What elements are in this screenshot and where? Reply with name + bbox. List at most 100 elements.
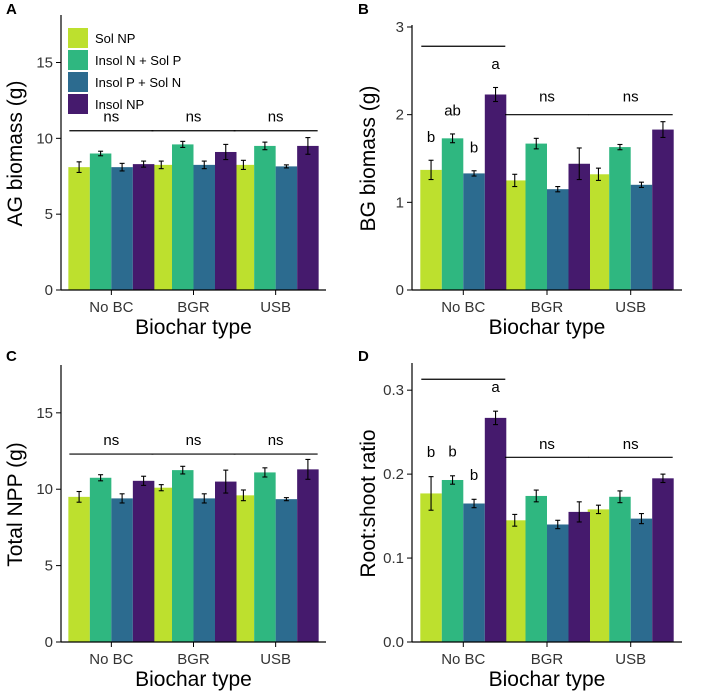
- bar-letter: ab: [444, 103, 461, 120]
- bar-no-bc-3: [132, 480, 155, 642]
- y-tick-label: 1: [396, 194, 404, 211]
- x-axis-title: Biochar type: [135, 316, 252, 339]
- bar-bgr-1: [172, 144, 194, 290]
- bar-no-bc-0: [68, 496, 90, 642]
- bar-no-bc-1: [441, 479, 464, 642]
- bar-usb-0: [587, 509, 610, 642]
- panel-label: C: [6, 348, 17, 365]
- y-tick-label: 0: [45, 634, 53, 651]
- bar-bgr-0: [504, 180, 526, 290]
- y-axis-title: Root:shoot ratio: [357, 429, 380, 577]
- bar-letter: b: [427, 444, 435, 461]
- bar-bgr-2: [193, 164, 215, 290]
- y-tick-label: 5: [45, 558, 53, 575]
- y-tick-label: 10: [36, 481, 53, 498]
- legend-swatch: [68, 72, 88, 92]
- bar-usb-3: [297, 145, 319, 290]
- x-tick-label: BGR: [531, 651, 564, 668]
- x-tick-label: USB: [260, 651, 291, 668]
- bar-letter: b: [470, 467, 478, 484]
- bar-bgr-0: [150, 487, 172, 642]
- bar-usb-3: [297, 469, 319, 642]
- bar-no-bc-3: [484, 94, 507, 291]
- bar-usb-0: [232, 495, 255, 642]
- legend-swatch: [68, 50, 88, 70]
- bar-usb-1: [254, 472, 276, 642]
- y-tick-label: 15: [36, 405, 53, 422]
- bar-bgr-1: [525, 143, 547, 290]
- bar-bgr-3: [568, 163, 590, 290]
- x-tick-label: No BC: [89, 651, 133, 668]
- panel-c: C 0 5 10 15 No BC BGR USB Biochar type Total NPP …: [4, 348, 326, 691]
- bar-no-bc-2: [463, 503, 485, 642]
- legend-swatch: [68, 28, 88, 48]
- y-tick-label: 2: [396, 107, 404, 124]
- bar-bgr-2: [547, 524, 569, 642]
- significance-label: ns: [186, 432, 202, 449]
- y-tick-label: 0.2: [383, 466, 404, 483]
- bar-bgr-3: [215, 481, 237, 642]
- bar-bgr-2: [547, 189, 569, 290]
- y-tick-label: 0.0: [383, 634, 404, 651]
- bar-no-bc-2: [111, 498, 133, 642]
- x-axis-title: Biochar type: [489, 316, 606, 339]
- bar-letter: a: [491, 56, 500, 73]
- y-tick-label: 3: [396, 19, 404, 36]
- significance-label: ns: [103, 432, 119, 449]
- bar-usb-0: [232, 164, 255, 290]
- bar-no-bc-1: [89, 153, 112, 290]
- panel-b: B 0 1 2 3 No BC BGR USB Biochar type BG biomass (…: [357, 1, 682, 339]
- legend: Sol NP Insol N + Sol P Insol P + Sol N Inso…: [68, 28, 181, 114]
- x-axis-title: Biochar type: [489, 668, 606, 691]
- bar-usb-2: [630, 184, 653, 290]
- bar-usb-3: [652, 478, 674, 642]
- bar-letter: a: [491, 379, 500, 396]
- y-tick-label: 0: [45, 282, 53, 299]
- bar-usb-2: [275, 499, 298, 642]
- bar-usb-0: [587, 174, 610, 290]
- bar-no-bc-2: [111, 167, 133, 290]
- y-axis-title: AG biomass (g): [4, 81, 27, 227]
- bar-no-bc-0: [420, 493, 442, 642]
- significance-label: ns: [623, 89, 639, 106]
- bar-letter: b: [448, 443, 456, 460]
- y-tick-label: 5: [45, 206, 53, 223]
- legend-label: Sol NP: [95, 31, 135, 46]
- bar-usb-3: [652, 129, 674, 290]
- bar-no-bc-2: [463, 173, 485, 290]
- legend-label: Insol P + Sol N: [95, 75, 181, 90]
- significance-label: ns: [103, 109, 119, 126]
- significance-label: ns: [268, 109, 284, 126]
- bar-bgr-1: [525, 495, 547, 642]
- bar-no-bc-0: [420, 169, 442, 290]
- panel-label: B: [358, 1, 369, 18]
- bar-letter: b: [427, 129, 435, 146]
- x-axis-title: Biochar type: [135, 668, 252, 691]
- bar-letter: b: [470, 139, 478, 156]
- y-tick-label: 15: [36, 55, 53, 72]
- significance-label: ns: [268, 432, 284, 449]
- y-tick-label: 0.3: [383, 382, 404, 399]
- panel-label: A: [6, 1, 17, 18]
- bar-usb-1: [609, 496, 631, 642]
- panel-a: A 0 5 10 15 No BC BGR USB Biochar type AG biomass…: [4, 1, 326, 339]
- bar-usb-2: [630, 518, 653, 642]
- bar-bgr-1: [172, 470, 194, 642]
- y-tick-label: 0.1: [383, 550, 404, 567]
- significance-label: ns: [539, 436, 555, 453]
- x-tick-label: No BC: [89, 299, 133, 316]
- legend-label: Insol N + Sol P: [95, 53, 181, 68]
- y-tick-label: 0: [396, 282, 404, 299]
- y-axis-title: Total NPP (g): [4, 442, 27, 567]
- legend-swatch: [68, 94, 88, 114]
- bar-usb-1: [609, 147, 631, 290]
- bar-no-bc-1: [89, 477, 112, 642]
- bar-usb-2: [275, 166, 298, 290]
- significance-label: ns: [539, 89, 555, 106]
- x-tick-label: No BC: [441, 651, 485, 668]
- legend-label: Insol NP: [95, 97, 144, 112]
- significance-label: ns: [623, 436, 639, 453]
- x-tick-label: No BC: [441, 299, 485, 316]
- x-tick-label: USB: [615, 299, 646, 316]
- bar-usb-1: [254, 145, 276, 290]
